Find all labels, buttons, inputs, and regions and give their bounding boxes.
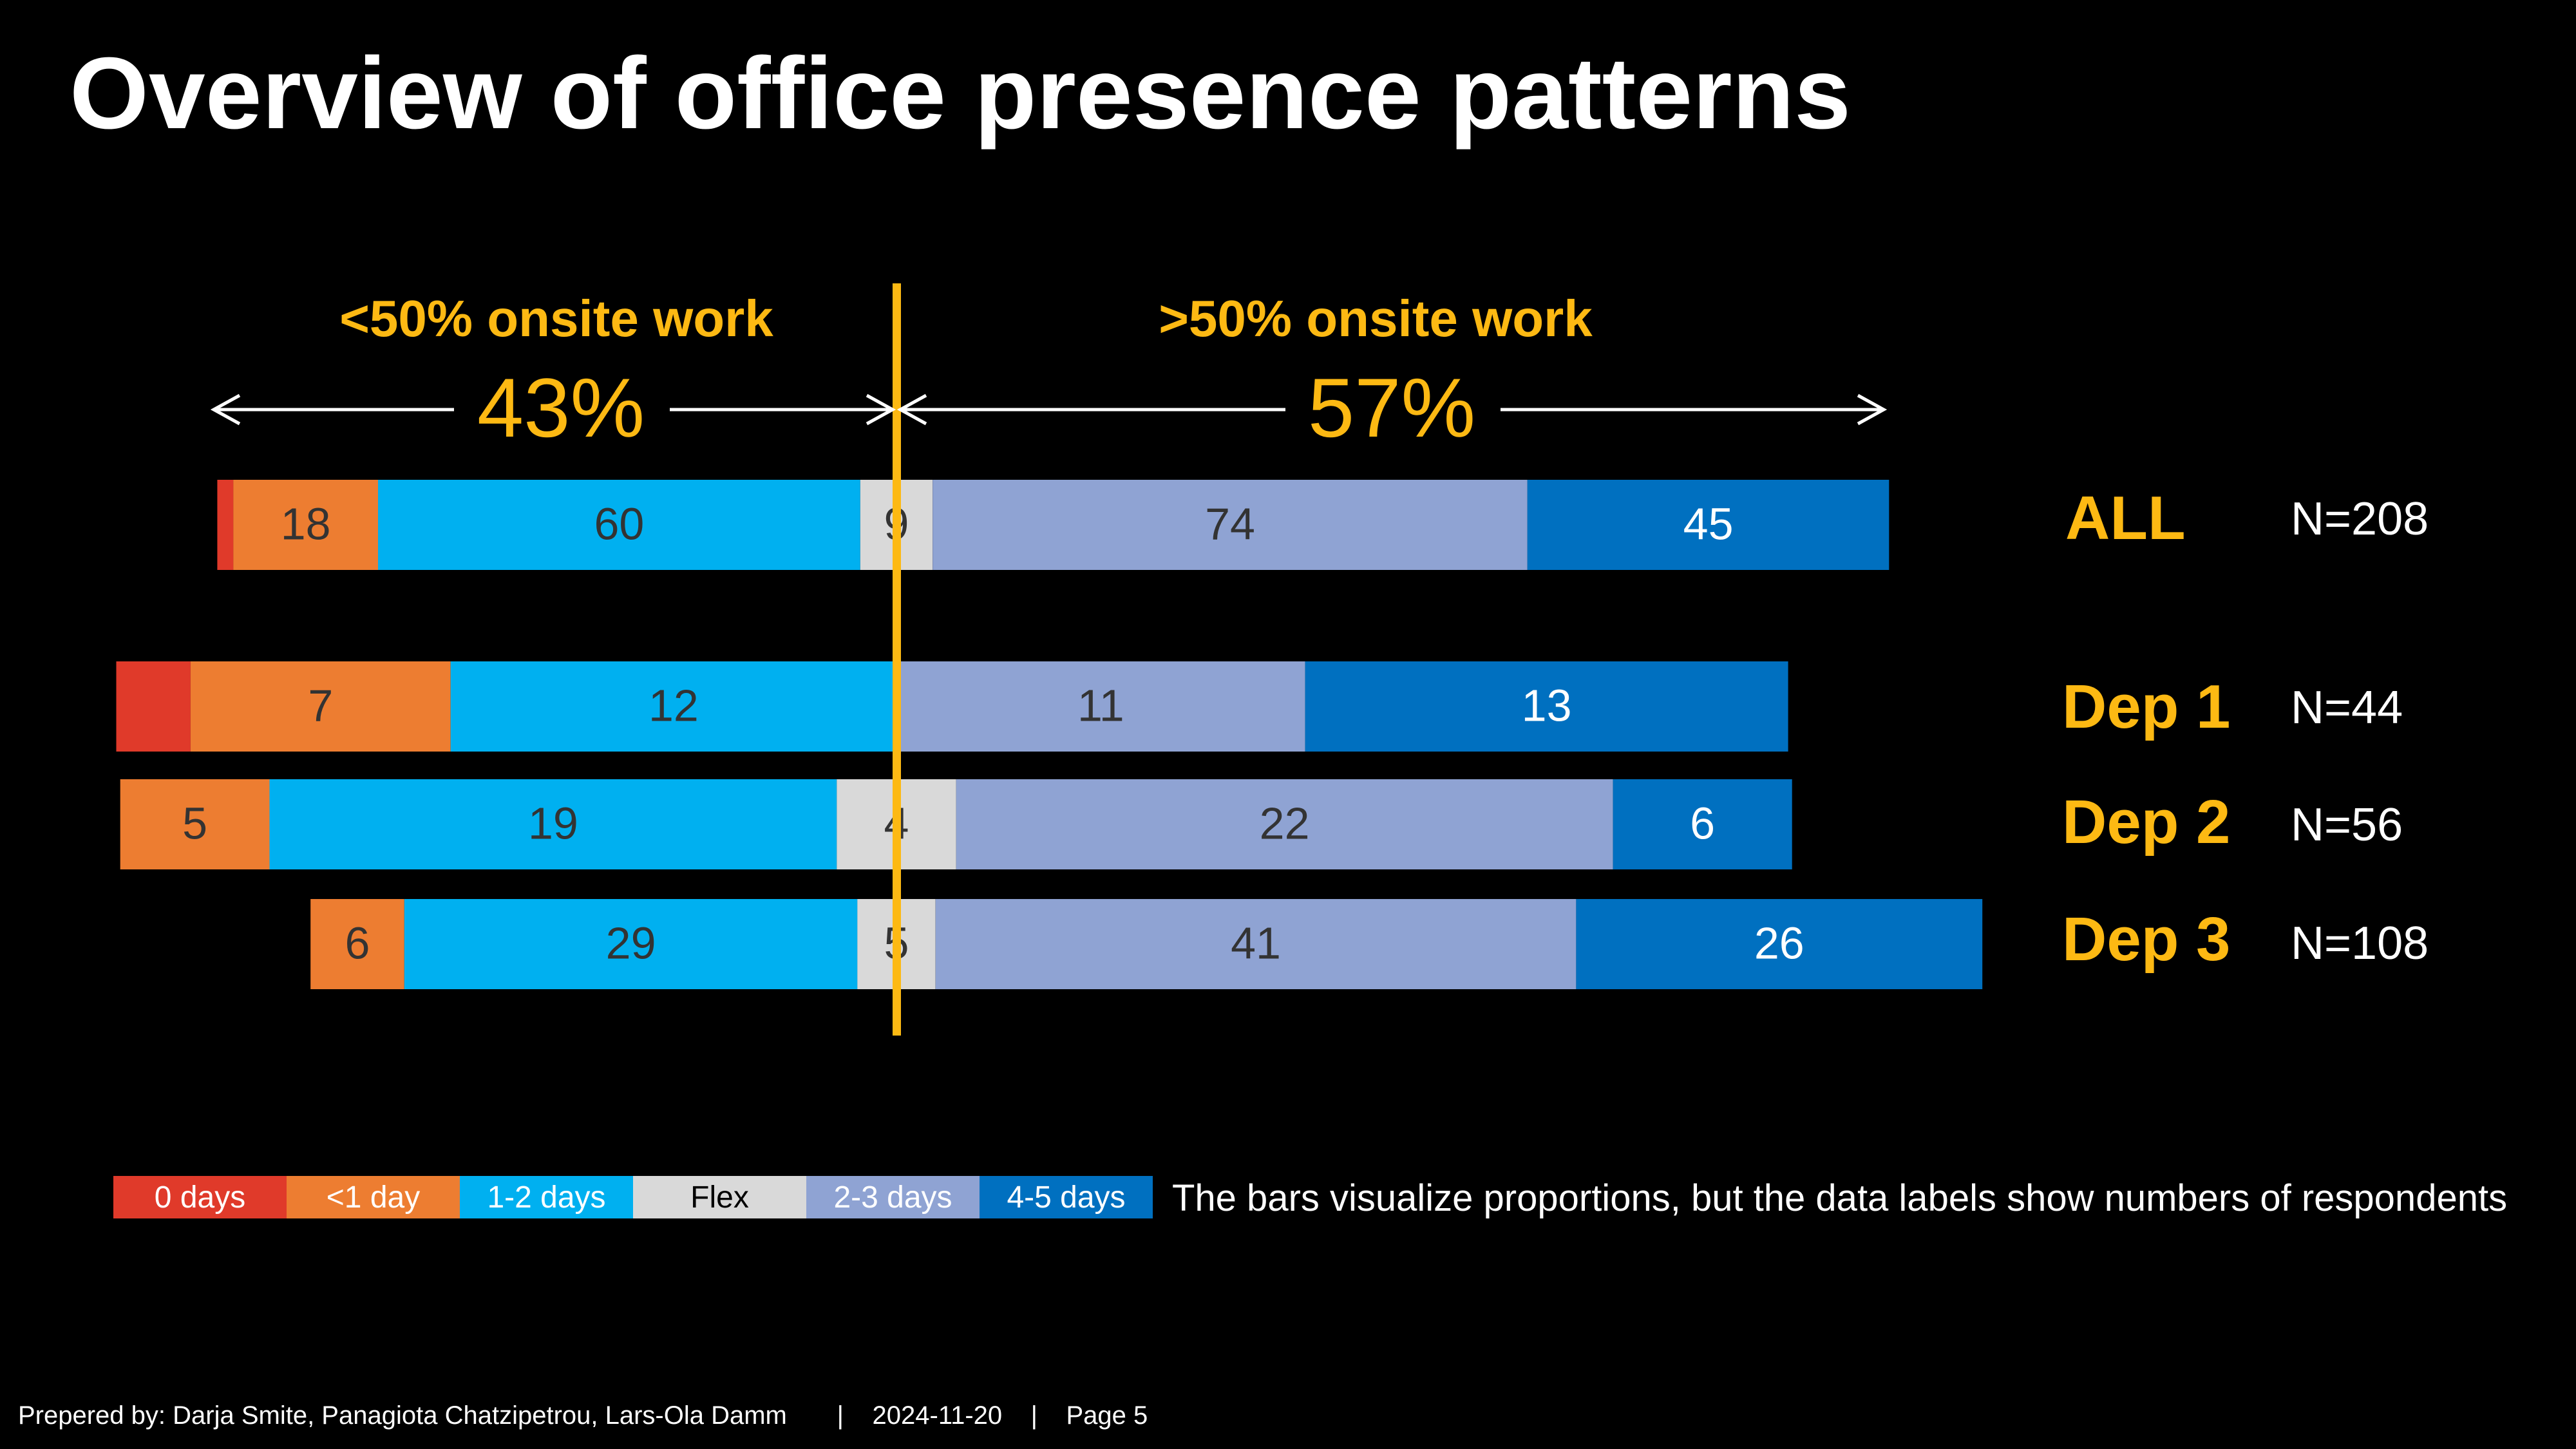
data-label-dep2-lt1-day: 5 [182, 798, 207, 848]
right-annotation-label: >50% onsite work [1159, 290, 1593, 347]
row-n-dep2: N=56 [2291, 799, 2403, 851]
footer-separator: | [1030, 1401, 1037, 1430]
left-percentage: 43% [477, 361, 645, 455]
data-label-all-lt1-day: 18 [281, 498, 331, 549]
data-label-dep2-2-3-days: 22 [1260, 798, 1310, 848]
bar-segment-dep3-lt1-day [310, 899, 404, 989]
right-arrow-head-outer [1857, 393, 1888, 426]
bar-segment-dep1-2-3-days [896, 661, 1305, 752]
bar-segment-all-4-5-days [1527, 480, 1889, 570]
data-label-all-2-3-days: 74 [1205, 498, 1255, 549]
row-label-dep3: Dep 3 [2062, 905, 2231, 974]
data-label-dep1-lt1-day: 7 [308, 680, 333, 730]
data-label-dep1-2-3-days: 11 [1077, 680, 1124, 730]
data-label-dep2-4-5-days: 6 [1690, 798, 1715, 848]
data-label-all-1-2-days: 60 [594, 498, 644, 549]
left-annotation-label: <50% onsite work [339, 290, 773, 347]
bar-segment-dep3-4-5-days [1576, 899, 1983, 989]
bar-segment-dep3-1-2-days [404, 899, 858, 989]
legend-item-flex: Flex [633, 1176, 806, 1218]
data-label-dep1-4-5-days: 13 [1522, 680, 1572, 730]
data-label-dep1-1-2-days: 12 [649, 680, 699, 730]
bar-segment-dep1-lt1-day [190, 661, 451, 752]
bar-segment-all-2-3-days [933, 480, 1528, 570]
bar-segment-dep1-4-5-days [1305, 661, 1788, 752]
legend-item-4-5-days: 4-5 days [980, 1176, 1153, 1218]
legend-item-1-2-days: 1-2 days [460, 1176, 633, 1218]
footer: Prepered by: Darja Smite, Panagiota Chat… [18, 1401, 1148, 1430]
data-label-dep3-lt1-day: 6 [345, 918, 370, 968]
chart-note: The bars visualize proportions, but the … [1172, 1177, 2508, 1219]
row-label-dep1: Dep 1 [2062, 672, 2231, 741]
data-label-all-4-5-days: 45 [1683, 498, 1734, 549]
bar-segment-dep2-lt1-day [120, 779, 270, 869]
data-label-dep3-2-3-days: 41 [1231, 918, 1281, 968]
page-title: Overview of office presence patterns [70, 37, 1852, 150]
left-arrow-head-outer [210, 393, 241, 426]
row-label-all: ALL [2065, 484, 2186, 553]
row-n-dep3: N=108 [2291, 918, 2429, 969]
bar-segment-dep1-1-2-days [450, 661, 896, 752]
bar-segment-dep2-1-2-days [269, 779, 837, 869]
footer-page: Page 5 [1066, 1401, 1148, 1430]
data-label-dep3-4-5-days: 26 [1754, 918, 1804, 968]
bar-segment-dep2-4-5-days [1613, 779, 1792, 869]
row-label-dep2: Dep 2 [2062, 788, 2231, 857]
right-percentage: 57% [1308, 361, 1475, 455]
legend: 0 days <1 day 1-2 days Flex 2-3 days 4-5… [113, 1176, 1153, 1218]
data-label-dep2-1-2-days: 19 [528, 798, 578, 848]
bar-segment-all-lt1-day [233, 480, 378, 570]
midline-divider [893, 283, 901, 1036]
bar-segment-all-1-2-days [378, 480, 860, 570]
row-n-dep1: N=44 [2291, 682, 2403, 734]
legend-item-2-3-days: 2-3 days [806, 1176, 980, 1218]
footer-date: 2024-11-20 [872, 1401, 1003, 1430]
row-n-all: N=208 [2291, 493, 2429, 545]
bar-segment-dep3-2-3-days [935, 899, 1577, 989]
data-label-dep3-1-2-days: 29 [606, 918, 656, 968]
legend-item-lt1-day: <1 day [287, 1176, 460, 1218]
bar-segment-all-0-days [217, 480, 234, 570]
bar-segment-dep2-2-3-days [956, 779, 1613, 869]
legend-item-0-days: 0 days [113, 1176, 287, 1218]
footer-prepared-by: Prepered by: Darja Smite, Panagiota Chat… [18, 1401, 787, 1430]
right-arrow-head-inner [896, 393, 927, 426]
bar-segment-dep1-0-days [116, 661, 191, 752]
left-arrow-head-inner [866, 393, 896, 426]
diverging-bar-chart: 1860974457121113519422662954126<50% onsi… [116, 283, 1983, 1036]
footer-separator: | [837, 1401, 844, 1430]
